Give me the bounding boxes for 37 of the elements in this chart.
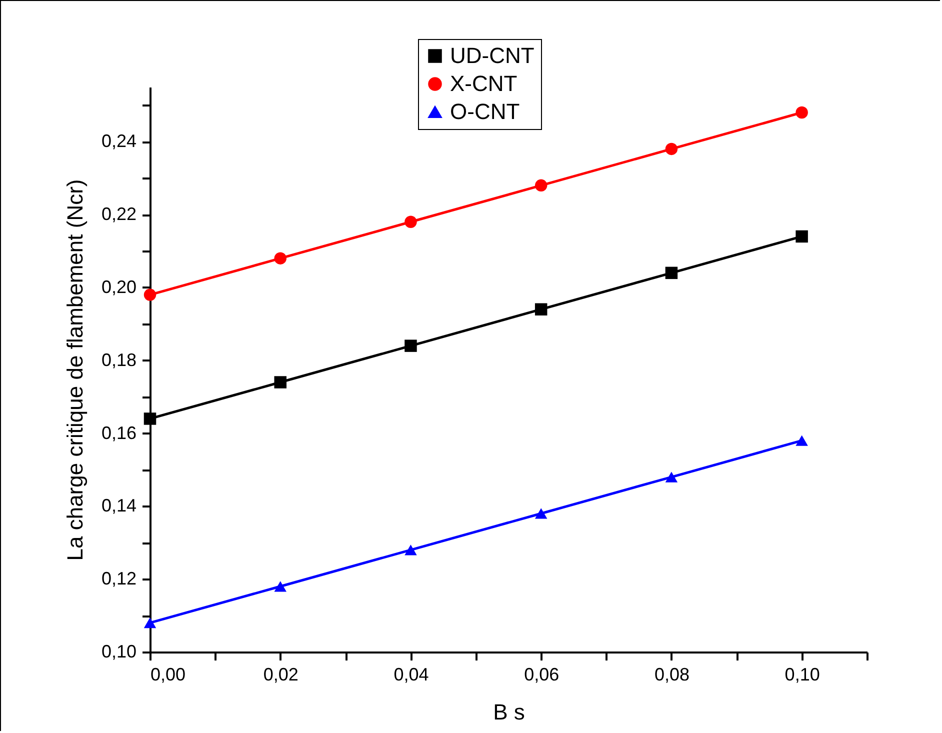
point: [796, 230, 808, 243]
point: [144, 288, 156, 301]
x-tick-label: 0,08: [654, 664, 690, 684]
x-tick-label: 0,00: [150, 664, 186, 684]
point: [796, 106, 808, 119]
y-tick-label: 0,20: [101, 276, 136, 297]
point: [144, 618, 156, 628]
legend-label: X-CNT: [450, 71, 518, 96]
point: [144, 412, 156, 425]
x-tick-label: 0,06: [524, 664, 560, 684]
y-tick-label: 0,16: [101, 422, 136, 443]
point: [274, 581, 286, 592]
y-tick-label: 0,14: [101, 496, 136, 516]
y-tick-label: 0,24: [101, 131, 136, 152]
x-tick-label: 0,02: [263, 664, 298, 684]
x-tick-label: 0,04: [394, 664, 429, 684]
legend-label: O-CNT: [450, 99, 520, 124]
point: [665, 142, 678, 156]
point: [404, 544, 417, 556]
y-axis-title: La charge critique de flambement (Ncr): [62, 179, 88, 561]
x-axis-title: B s: [493, 700, 525, 724]
point: [796, 435, 808, 446]
point: [534, 508, 548, 519]
point: [274, 376, 286, 388]
x-tick-label: 0,10: [784, 664, 820, 684]
point: [665, 472, 678, 482]
point: [274, 252, 286, 264]
y-tick-label: 0,10: [101, 642, 136, 662]
point: [534, 179, 548, 192]
legend-label: UD-CNT: [450, 43, 534, 68]
y-tick-label: 0,22: [101, 204, 136, 224]
y-tick-label: 0,12: [101, 568, 136, 589]
point: [665, 266, 678, 280]
point: [534, 303, 548, 316]
y-tick-label: 0,18: [101, 350, 136, 370]
point: [404, 340, 417, 352]
point: [404, 216, 417, 228]
